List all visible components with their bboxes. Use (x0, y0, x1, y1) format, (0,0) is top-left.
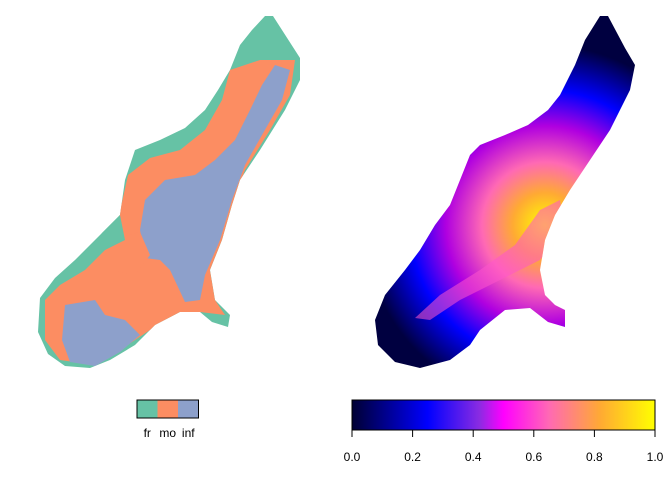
colorbar-tick-label: 0.2 (404, 450, 421, 464)
colorbar-ticks: 0.0 0.2 0.4 0.6 0.8 1.0 (344, 430, 664, 464)
categorical-map (38, 16, 300, 368)
colorbar-tick-label: 0.0 (344, 450, 361, 464)
legend-label-fr: fr (144, 426, 151, 440)
legend-label-mo: mo (159, 426, 176, 440)
colorbar-gradient (351, 399, 656, 431)
map-fill-inf-south (62, 300, 140, 366)
heat-fill (375, 16, 635, 368)
continuous-map (375, 16, 635, 368)
category-legend: fr mo inf (136, 399, 199, 440)
map-fill-inf (140, 65, 290, 302)
legend-frame (136, 399, 199, 419)
map-fill-mo-patch (110, 232, 150, 275)
colorbar: 0.0 0.2 0.4 0.6 0.8 1.0 (344, 399, 664, 464)
colorbar-tick-label: 0.6 (525, 450, 542, 464)
legend-swatch-fr (137, 400, 158, 418)
legend-label-inf: inf (182, 426, 195, 440)
colorbar-tick-label: 0.8 (586, 450, 603, 464)
legend-swatch-mo (157, 400, 178, 418)
colorbar-tick-label: 0.4 (465, 450, 482, 464)
colorbar-tick-label: 1.0 (647, 450, 664, 464)
legend-swatch-inf (178, 400, 199, 418)
heat-ridge (415, 200, 565, 320)
